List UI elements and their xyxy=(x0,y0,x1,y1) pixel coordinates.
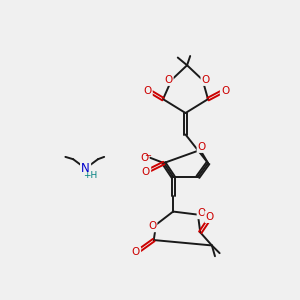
Text: O: O xyxy=(164,75,172,85)
Text: O: O xyxy=(140,153,148,163)
Text: O: O xyxy=(132,248,140,257)
Text: −: − xyxy=(144,151,151,160)
Text: O: O xyxy=(198,208,206,218)
Text: N: N xyxy=(81,162,90,175)
Text: O: O xyxy=(142,167,150,176)
Text: +H: +H xyxy=(83,171,97,180)
Text: O: O xyxy=(202,75,210,85)
Text: O: O xyxy=(206,212,214,222)
Text: O: O xyxy=(143,86,152,96)
Text: O: O xyxy=(148,221,156,231)
Text: O: O xyxy=(198,142,206,152)
Text: O: O xyxy=(221,86,229,96)
